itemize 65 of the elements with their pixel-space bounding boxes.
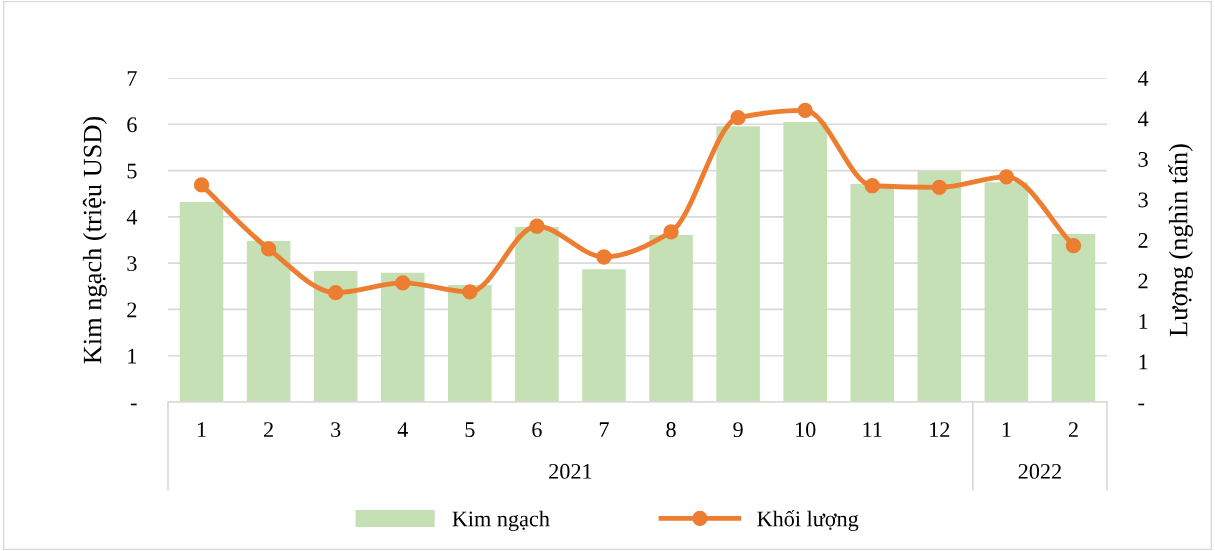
x-tick-label: 8	[666, 422, 676, 438]
y2-tick-label: 3	[1138, 151, 1148, 167]
x-tick-label: 3	[331, 422, 341, 438]
bar	[448, 284, 492, 402]
y-tick-label: 6	[127, 117, 137, 133]
bar	[582, 269, 626, 402]
point	[797, 102, 813, 119]
point	[998, 169, 1015, 185]
bar	[380, 272, 425, 402]
x-tick-label: 1	[1002, 422, 1011, 437]
y2-axis-title: Lượng (nghìn tấn)	[1168, 144, 1193, 337]
x-tick-label: 6	[532, 422, 542, 438]
point	[395, 275, 411, 291]
x-tick-label: 4	[397, 422, 408, 437]
bar	[984, 182, 1029, 402]
y2-tick-label: 4	[1137, 111, 1149, 127]
text: 2022	[1018, 463, 1061, 479]
point	[663, 224, 679, 240]
y2-tick-label: -	[1138, 403, 1145, 406]
point	[328, 285, 344, 301]
bar	[783, 121, 827, 402]
y-tick-label: 2	[127, 302, 137, 318]
bar	[1051, 233, 1096, 402]
y-tick-label: 4	[126, 209, 138, 225]
point	[864, 178, 880, 194]
x-tick-label: 7	[599, 422, 609, 437]
bar	[179, 202, 224, 402]
point	[1065, 238, 1082, 254]
x-tick-label: 5	[465, 422, 475, 438]
point	[730, 110, 746, 126]
point	[931, 179, 947, 195]
bar	[716, 126, 760, 402]
x-tick-label: 10	[796, 422, 816, 438]
point	[462, 284, 478, 300]
y2-tick-label: 2	[1138, 232, 1148, 248]
y2-tick-label: 4	[1137, 71, 1149, 86]
x-tick-label: 2	[264, 422, 273, 437]
y2-tick-label: 3	[1138, 192, 1148, 208]
text: 2021	[549, 463, 592, 479]
bar	[246, 240, 291, 402]
x-tick-label: 11	[863, 422, 882, 437]
x-tick-label: 12	[930, 422, 950, 437]
bar	[313, 271, 358, 402]
x-tick-label: 1	[197, 422, 206, 437]
legend-label: Kim ngạch	[452, 510, 550, 531]
legend-label: Khối lượng	[757, 510, 859, 531]
bar	[649, 234, 693, 402]
point	[260, 241, 277, 257]
x-tick-label: 2	[1068, 422, 1078, 437]
y2-tick-label: 1	[1139, 354, 1148, 370]
y2-tick-label: 2	[1138, 273, 1148, 289]
y-axis-title: Kim ngạch (triệu USD)	[82, 116, 107, 364]
bar	[917, 171, 962, 402]
point	[529, 218, 545, 234]
y-tick-label: 5	[127, 163, 137, 179]
y-tick-label: 1	[128, 348, 137, 364]
point	[193, 177, 210, 193]
bar	[515, 227, 559, 402]
y-tick-label: 3	[127, 256, 137, 272]
y2-tick-label: 1	[1139, 314, 1148, 329]
x-tick-label: 9	[733, 422, 743, 438]
bar	[850, 183, 895, 402]
y-tick-label: 7	[127, 71, 137, 86]
y-tick-label: -	[130, 403, 137, 406]
point	[596, 249, 612, 265]
